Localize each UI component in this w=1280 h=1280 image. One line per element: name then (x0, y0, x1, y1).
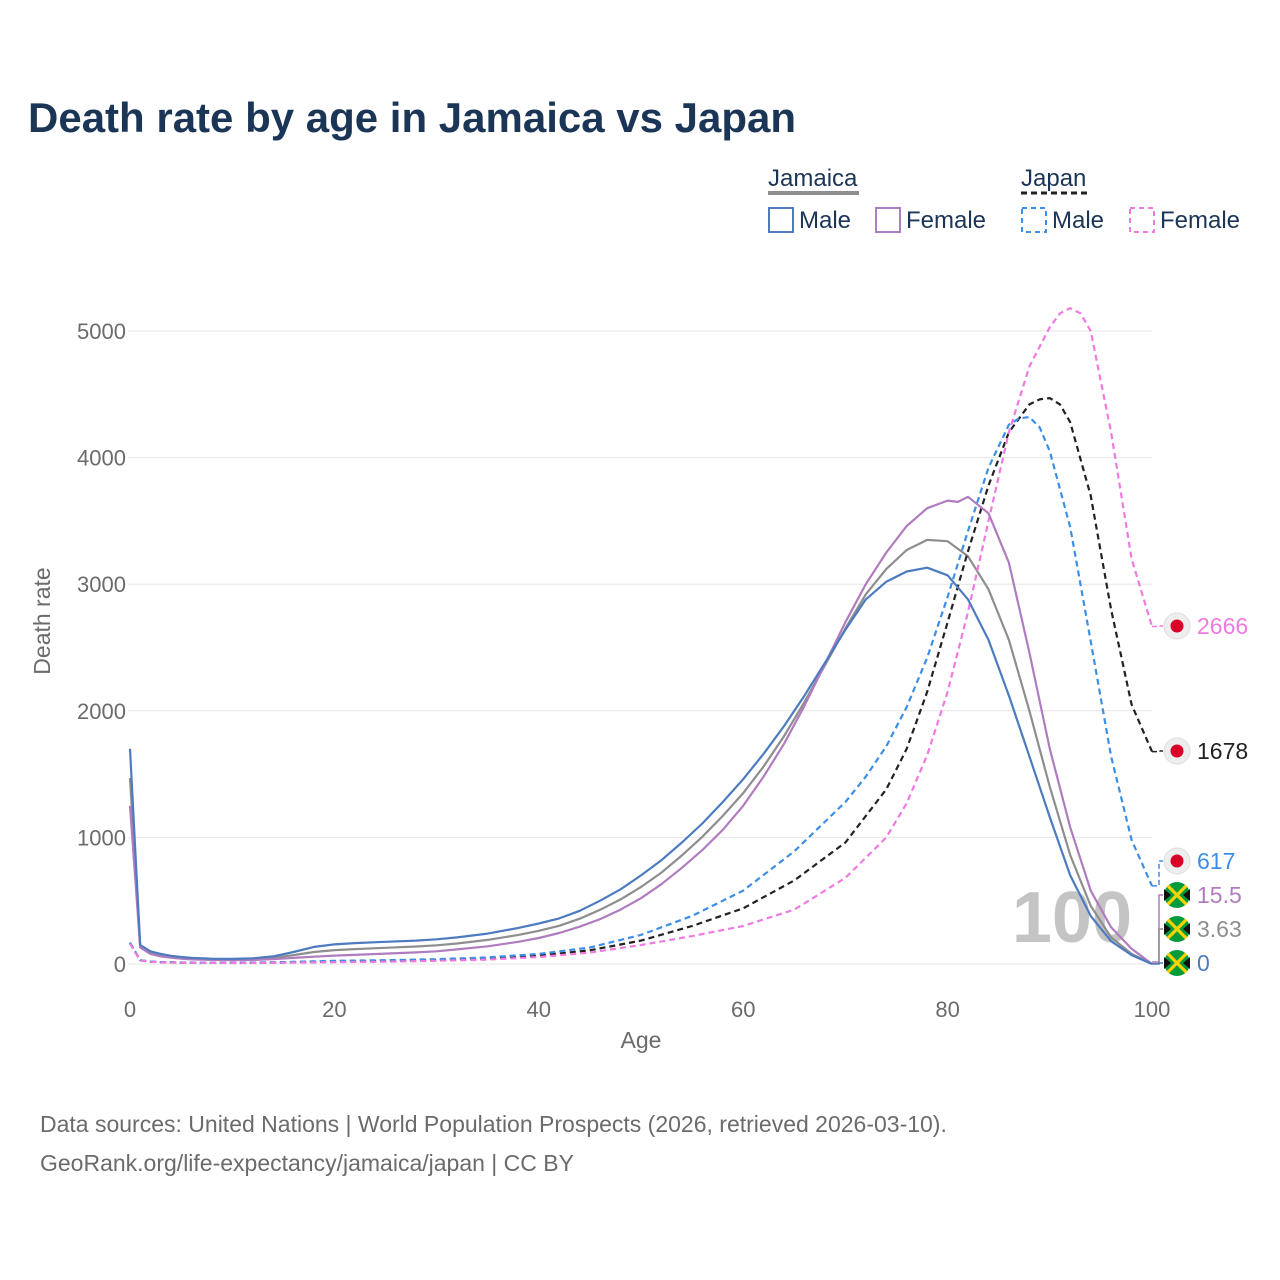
x-tick-label: 100 (1134, 997, 1171, 1022)
end-connector (1152, 860, 1163, 887)
y-tick-label: 5000 (77, 319, 126, 344)
series-line-japan-total[interactable] (129, 397, 1154, 964)
y-tick-label: 2000 (77, 699, 126, 724)
legend-japan-male-swatch[interactable] (1021, 207, 1047, 233)
series-line-jamaica-female[interactable] (128, 495, 1153, 965)
y-tick-label: 4000 (77, 446, 126, 471)
x-tick-label: 60 (731, 997, 755, 1022)
series-line-jamaica-male[interactable] (128, 566, 1153, 966)
source-line-1: Data sources: United Nations | World Pop… (40, 1111, 947, 1137)
legend-group-jamaica: Jamaica (768, 165, 858, 192)
legend-japan-male-label[interactable]: Male (1052, 207, 1104, 234)
end-connector (1152, 750, 1163, 753)
legend-japan-female-swatch[interactable] (1129, 207, 1155, 233)
jamaica-flag-icon (1164, 882, 1190, 908)
legend-jamaica-male-swatch[interactable] (768, 207, 794, 233)
chart-title: Death rate by age in Jamaica vs Japan (28, 94, 796, 141)
jamaica-flag-icon (1164, 950, 1190, 976)
legend-jamaica-female-label[interactable]: Female (906, 207, 986, 234)
legend-group-japan: Japan (1021, 165, 1086, 192)
ticks: 0 1000 2000 3000 4000 5000 0 20 40 60 80 100 (77, 319, 1170, 1022)
legend: Jamaica Male Female Japan Male Female (768, 165, 1240, 234)
x-tick-label: 0 (124, 997, 136, 1022)
jamaica-flag-icon (1164, 916, 1190, 942)
y-tick-label: 0 (114, 952, 126, 977)
end-connector (1152, 962, 1163, 965)
legend-jamaica-male-label[interactable]: Male (799, 207, 851, 234)
age-watermark: 100 (1012, 878, 1132, 958)
japan-flag-icon (1163, 847, 1191, 875)
end-label-japan-total: 1678 (1197, 738, 1248, 764)
end-label-jamaica-total: 3.63 (1197, 916, 1242, 942)
x-axis-label: Age (621, 1027, 662, 1053)
end-connector (1152, 625, 1163, 628)
x-tick-label: 20 (322, 997, 346, 1022)
end-label-jamaica-female: 15.5 (1197, 882, 1242, 908)
series-line-japan-female[interactable] (129, 307, 1154, 965)
end-labels: 2666 1678 617 15.5 3.63 0 (1152, 612, 1248, 976)
y-tick-label: 1000 (77, 825, 126, 850)
japan-flag-icon (1163, 737, 1191, 765)
grid (128, 330, 1152, 965)
end-label-japan-female: 2666 (1197, 613, 1248, 639)
series-line-japan-male[interactable] (129, 416, 1154, 964)
y-axis-label: Death rate (29, 567, 55, 674)
legend-japan-female-label[interactable]: Female (1160, 207, 1240, 234)
legend-jamaica-female-swatch[interactable] (875, 207, 901, 233)
x-tick-label: 40 (527, 997, 551, 1022)
x-tick-label: 80 (935, 997, 959, 1022)
series-line-jamaica-total[interactable] (128, 538, 1153, 965)
end-label-jamaica-male: 0 (1197, 950, 1210, 976)
y-tick-label: 3000 (77, 572, 126, 597)
series-lines (128, 307, 1154, 966)
source-line-2: GeoRank.org/life-expectancy/jamaica/japa… (40, 1150, 574, 1176)
end-label-japan-male: 617 (1197, 848, 1235, 874)
end-connector (1152, 928, 1163, 965)
japan-flag-icon (1163, 612, 1191, 640)
